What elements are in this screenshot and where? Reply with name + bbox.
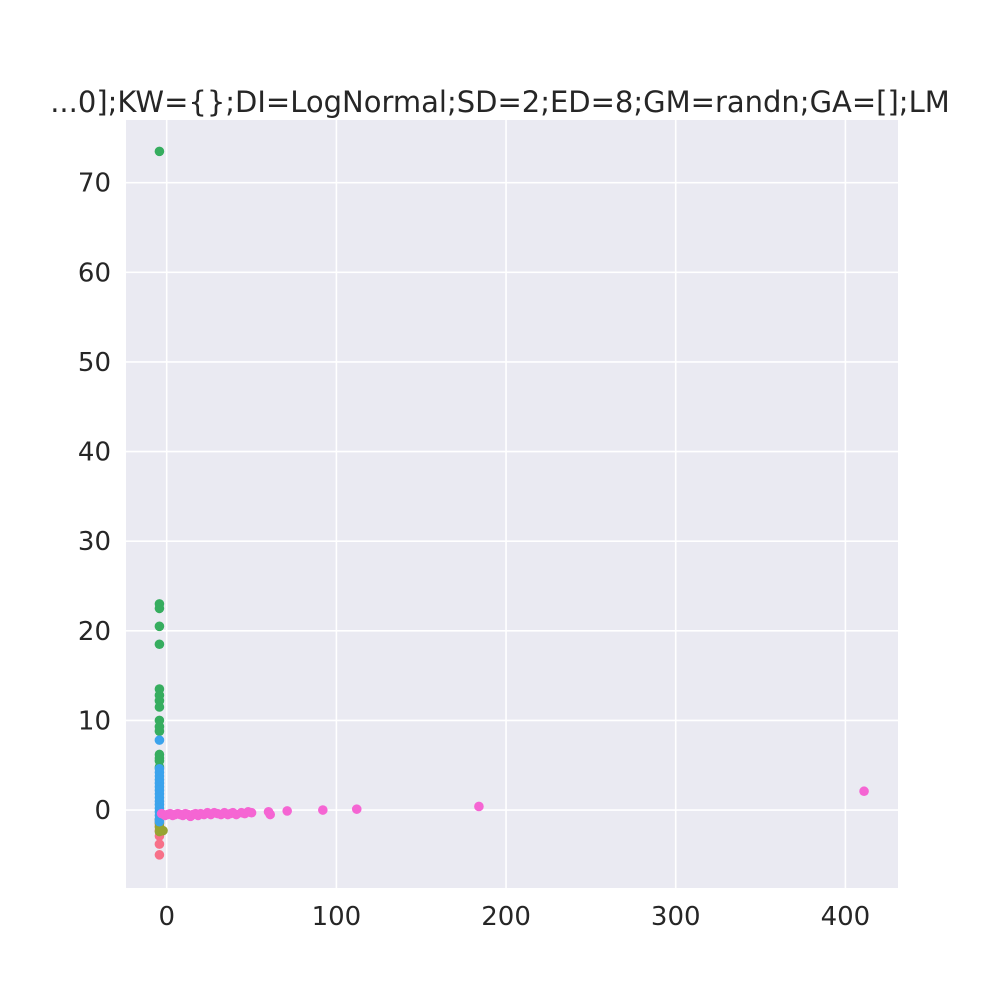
data-point xyxy=(154,735,165,745)
y-tick-label: 40 xyxy=(78,438,111,468)
data-point xyxy=(351,804,362,814)
plot-area xyxy=(126,120,898,888)
x-tick-label: 400 xyxy=(821,902,871,932)
y-tick-label: 60 xyxy=(78,258,111,288)
y-tick-label: 10 xyxy=(78,706,111,736)
x-tick-label: 0 xyxy=(158,902,175,932)
y-tick-labels: 0 10 20 30 40 50 60 70 xyxy=(78,169,111,826)
y-tick-label: 20 xyxy=(78,617,111,647)
y-tick-label: 50 xyxy=(78,348,111,378)
y-tick-label: 70 xyxy=(78,169,111,199)
data-point xyxy=(474,801,484,812)
data-point xyxy=(154,603,165,614)
data-point xyxy=(154,639,165,650)
data-point xyxy=(282,806,292,816)
y-tick-label: 0 xyxy=(94,796,111,826)
chart-title: ...0];KW={};DI=LogNormal;SD=2;ED=8;GM=ra… xyxy=(50,85,950,119)
x-tick-label: 100 xyxy=(312,902,362,932)
x-tick-labels: 0 100 200 300 400 xyxy=(158,902,870,932)
series-2 xyxy=(154,146,165,772)
data-points xyxy=(154,146,869,860)
y-tick-label: 30 xyxy=(78,527,111,557)
data-point xyxy=(265,809,276,820)
x-tick-label: 200 xyxy=(481,902,531,932)
x-tick-label: 300 xyxy=(651,902,701,932)
data-point xyxy=(154,702,165,712)
data-point xyxy=(154,850,165,860)
data-point xyxy=(318,805,328,815)
data-point xyxy=(154,839,165,849)
data-point xyxy=(154,146,165,157)
series-4 xyxy=(156,786,869,822)
data-point xyxy=(859,786,869,797)
data-point xyxy=(154,816,165,827)
data-point xyxy=(246,807,257,818)
data-point xyxy=(154,726,165,736)
data-point xyxy=(154,621,165,632)
